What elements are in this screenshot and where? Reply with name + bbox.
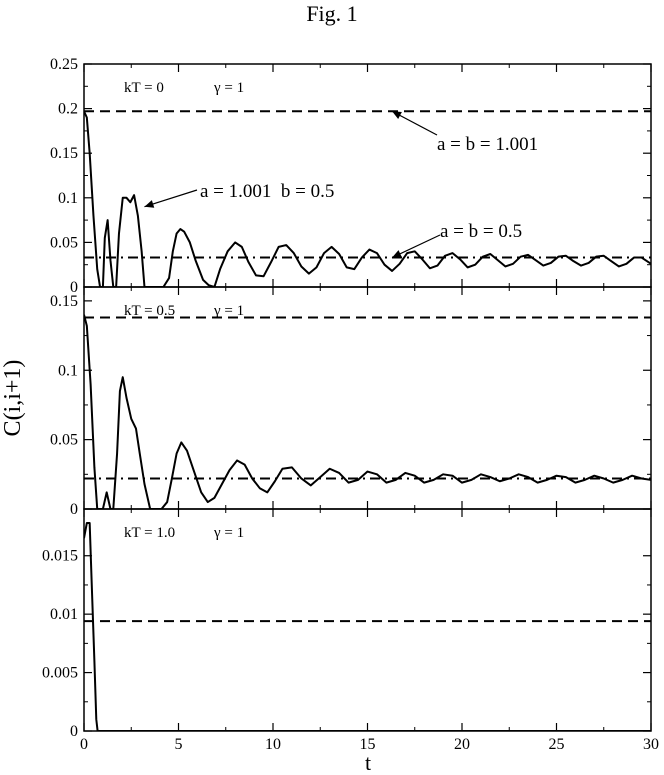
panel-2: 0 0.05 0.1 0.15 kT = 0.5 γ = 1: [50, 286, 652, 518]
y-tick-label: 0: [70, 501, 78, 518]
series-line-solid: [84, 110, 651, 287]
y-tick-label: 0.01: [50, 606, 78, 623]
y-tick-label: 0.15: [50, 293, 78, 310]
y-tick-label: 0.015: [42, 548, 78, 565]
y-tick-label: 0.05: [50, 432, 78, 449]
annotation: a = 1.001 b = 0.5: [144, 181, 334, 208]
panel-kt-label: kT = 1.0: [124, 525, 175, 541]
panel-kt-label: kT = 0.5: [124, 303, 175, 319]
annotation-arrowhead: [392, 111, 402, 120]
panel-frame: [83, 63, 652, 288]
y-tick-label: 0.2: [58, 101, 78, 118]
series-line-solid: [84, 314, 651, 509]
annotation-label: a = b = 1.001: [437, 134, 538, 155]
x-tick-label: 25: [549, 736, 565, 753]
series-line-solid: [84, 522, 651, 731]
annotation: a = b = 0.5: [391, 221, 522, 259]
annotation-arrowhead: [144, 200, 155, 208]
panel-frame: [83, 286, 652, 510]
panel-frame: [83, 508, 652, 732]
y-tick-label: 0.1: [58, 362, 78, 379]
x-tick-label: 15: [360, 736, 376, 753]
x-axis-layer: 0 5 10 15 20 25 30: [80, 736, 659, 753]
annotation-label: a = 1.001 b = 0.5: [200, 181, 334, 202]
panel-1: 0 0.05 0.1 0.15 0.2 0.25 kT = 0 γ = 1 a = b = 1.…: [50, 56, 652, 296]
panel-gamma-label: γ = 1: [213, 80, 244, 96]
annotation-arrowhead: [392, 250, 402, 258]
x-tick-label: 20: [454, 736, 470, 753]
y-tick-label: 0: [70, 279, 78, 296]
y-tick-label: 0.15: [50, 145, 78, 162]
panel-kt-label: kT = 0: [124, 80, 164, 96]
panel-3: 0 0.005 0.01 0.015 kT = 1.0 γ = 1: [42, 508, 652, 740]
panels-layer: 0 0.05 0.1 0.15 0.2 0.25 kT = 0 γ = 1 a = b = 1.…: [42, 56, 652, 740]
y-tick-label: 0.005: [42, 665, 78, 682]
y-tick-label: 0.1: [58, 190, 78, 207]
annotation-label: a = b = 0.5: [440, 221, 522, 242]
panel-gamma-label: γ = 1: [213, 303, 244, 319]
annotation: a = b = 1.001: [391, 110, 538, 155]
x-tick-label: 5: [175, 736, 183, 753]
annotation-arrow: [144, 189, 198, 208]
x-tick-label: 30: [643, 736, 659, 753]
x-tick-label: 0: [80, 736, 88, 753]
panel-gamma-label: γ = 1: [213, 525, 244, 541]
figure-title: Fig. 1: [306, 1, 358, 26]
x-axis-label: t: [365, 750, 371, 775]
y-tick-label: 0.25: [50, 56, 78, 73]
y-tick-label: 0: [70, 723, 78, 740]
y-tick-label: 0.05: [50, 234, 78, 251]
y-axis-label: C(i,i+1): [0, 360, 26, 437]
x-tick-label: 10: [265, 736, 281, 753]
